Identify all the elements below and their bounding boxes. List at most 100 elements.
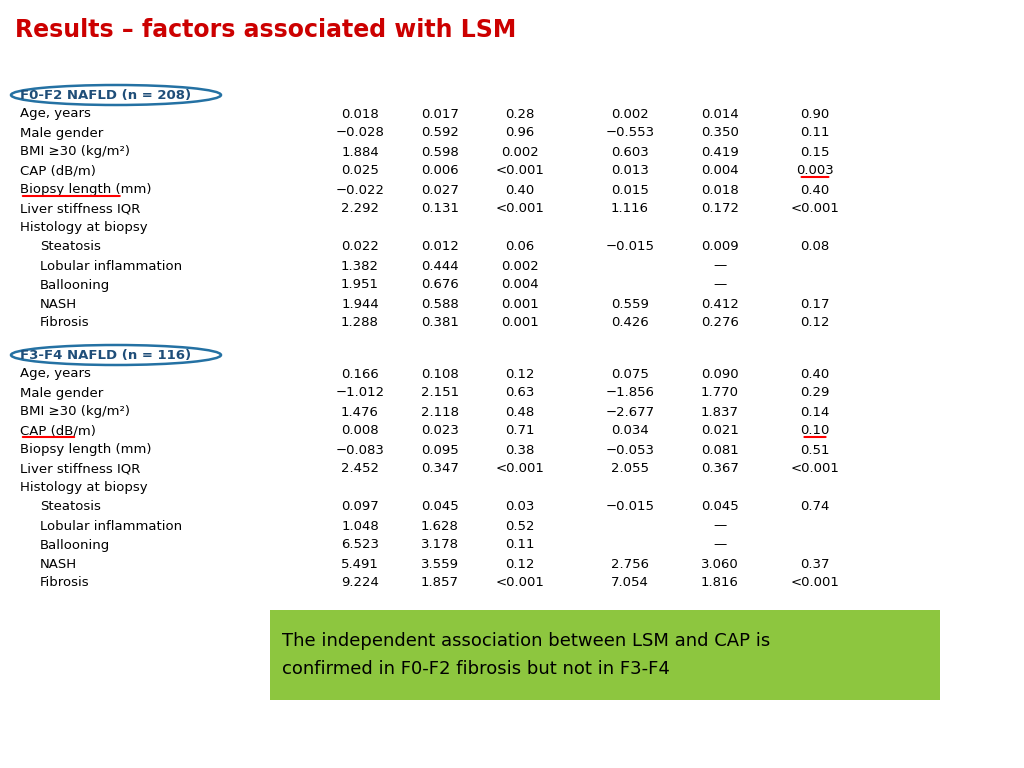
Text: 0.131: 0.131	[421, 203, 459, 216]
Text: Ballooning: Ballooning	[40, 279, 111, 292]
Text: <0.001: <0.001	[496, 577, 545, 590]
Text: 5.491: 5.491	[341, 558, 379, 571]
Text: Steatosis: Steatosis	[40, 501, 101, 514]
Text: −0.083: −0.083	[336, 443, 384, 456]
Text: 6.523: 6.523	[341, 538, 379, 551]
Text: 0.74: 0.74	[801, 501, 829, 514]
Text: 0.598: 0.598	[421, 145, 459, 158]
Text: 0.40: 0.40	[506, 184, 535, 197]
Text: 0.12: 0.12	[505, 368, 535, 380]
Text: 0.12: 0.12	[505, 558, 535, 571]
Text: —: —	[714, 519, 727, 532]
Text: Age, years: Age, years	[20, 368, 91, 380]
Text: 0.10: 0.10	[801, 425, 829, 438]
Text: 0.018: 0.018	[341, 108, 379, 121]
Text: 0.40: 0.40	[801, 184, 829, 197]
Text: 0.014: 0.014	[701, 108, 739, 121]
Text: 0.013: 0.013	[611, 164, 649, 177]
Text: 1.837: 1.837	[701, 406, 739, 419]
Text: −1.856: −1.856	[605, 386, 654, 399]
Text: Lobular inflammation: Lobular inflammation	[40, 519, 182, 532]
Text: —: —	[714, 538, 727, 551]
Text: −0.015: −0.015	[605, 501, 654, 514]
Text: 0.412: 0.412	[701, 297, 739, 310]
Text: BMI ≥30 (kg/m²): BMI ≥30 (kg/m²)	[20, 145, 130, 158]
Text: 1.382: 1.382	[341, 260, 379, 273]
Text: Liver stiffness IQR: Liver stiffness IQR	[20, 203, 140, 216]
Text: <0.001: <0.001	[791, 462, 840, 475]
Text: 2.151: 2.151	[421, 386, 459, 399]
Text: 0.15: 0.15	[800, 145, 829, 158]
Text: <0.001: <0.001	[496, 462, 545, 475]
Text: 0.108: 0.108	[421, 368, 459, 380]
Text: 0.095: 0.095	[421, 443, 459, 456]
Text: 0.017: 0.017	[421, 108, 459, 121]
Text: 0.006: 0.006	[421, 164, 459, 177]
Text: 9.224: 9.224	[341, 577, 379, 590]
Text: 0.012: 0.012	[421, 240, 459, 253]
Text: 0.52: 0.52	[505, 519, 535, 532]
Text: 0.001: 0.001	[501, 316, 539, 329]
Text: 0.045: 0.045	[701, 501, 739, 514]
Text: —: —	[714, 260, 727, 273]
Text: 0.559: 0.559	[611, 297, 649, 310]
Text: 2.452: 2.452	[341, 462, 379, 475]
Text: 0.034: 0.034	[611, 425, 649, 438]
Text: 0.588: 0.588	[421, 297, 459, 310]
Text: <0.001: <0.001	[496, 203, 545, 216]
Text: <0.001: <0.001	[791, 577, 840, 590]
Text: 0.004: 0.004	[701, 164, 738, 177]
Text: The independent association between LSM and CAP is
confirmed in F0-F2 fibrosis b: The independent association between LSM …	[282, 632, 770, 678]
Text: 1.476: 1.476	[341, 406, 379, 419]
Text: −0.028: −0.028	[336, 127, 384, 140]
Text: 0.004: 0.004	[501, 279, 539, 292]
Text: 0.090: 0.090	[701, 368, 738, 380]
Text: NASH: NASH	[40, 297, 77, 310]
Text: 0.37: 0.37	[800, 558, 829, 571]
Text: 1.884: 1.884	[341, 145, 379, 158]
Text: 0.63: 0.63	[505, 386, 535, 399]
Text: −1.012: −1.012	[336, 386, 385, 399]
Text: 3.060: 3.060	[701, 558, 739, 571]
Text: 7.054: 7.054	[611, 577, 649, 590]
Text: 3.178: 3.178	[421, 538, 459, 551]
Text: Fibrosis: Fibrosis	[40, 577, 90, 590]
Text: Ballooning: Ballooning	[40, 538, 111, 551]
Text: 2.055: 2.055	[611, 462, 649, 475]
Text: F0-F2 NAFLD (n = 208): F0-F2 NAFLD (n = 208)	[20, 88, 191, 101]
Text: 0.022: 0.022	[341, 240, 379, 253]
Text: 0.021: 0.021	[701, 425, 739, 438]
Text: 1.770: 1.770	[701, 386, 739, 399]
Text: 0.381: 0.381	[421, 316, 459, 329]
Text: −0.022: −0.022	[336, 184, 384, 197]
Text: Biopsy length (mm): Biopsy length (mm)	[20, 443, 152, 456]
Text: 1.816: 1.816	[701, 577, 739, 590]
Text: 0.03: 0.03	[505, 501, 535, 514]
Text: 1.857: 1.857	[421, 577, 459, 590]
Text: 0.166: 0.166	[341, 368, 379, 380]
Text: 0.48: 0.48	[506, 406, 535, 419]
Text: Biopsy length (mm): Biopsy length (mm)	[20, 184, 152, 197]
Text: 0.426: 0.426	[611, 316, 649, 329]
Text: 0.023: 0.023	[421, 425, 459, 438]
Text: −2.677: −2.677	[605, 406, 654, 419]
Text: 0.018: 0.018	[701, 184, 739, 197]
Text: 0.002: 0.002	[611, 108, 649, 121]
Text: 0.347: 0.347	[421, 462, 459, 475]
Text: Liver stiffness IQR: Liver stiffness IQR	[20, 462, 140, 475]
Text: Histology at biopsy: Histology at biopsy	[20, 482, 147, 495]
Text: —: —	[714, 279, 727, 292]
Text: 0.027: 0.027	[421, 184, 459, 197]
Text: Male gender: Male gender	[20, 127, 103, 140]
Text: <0.001: <0.001	[791, 203, 840, 216]
Text: 0.40: 0.40	[801, 368, 829, 380]
Text: Histology at biopsy: Histology at biopsy	[20, 221, 147, 234]
Text: CAP (dB/m): CAP (dB/m)	[20, 164, 96, 177]
Text: <0.001: <0.001	[496, 164, 545, 177]
Text: Steatosis: Steatosis	[40, 240, 101, 253]
Text: 0.06: 0.06	[506, 240, 535, 253]
Text: 0.14: 0.14	[801, 406, 829, 419]
Text: BMI ≥30 (kg/m²): BMI ≥30 (kg/m²)	[20, 406, 130, 419]
Text: 0.002: 0.002	[501, 145, 539, 158]
Text: 0.12: 0.12	[800, 316, 829, 329]
